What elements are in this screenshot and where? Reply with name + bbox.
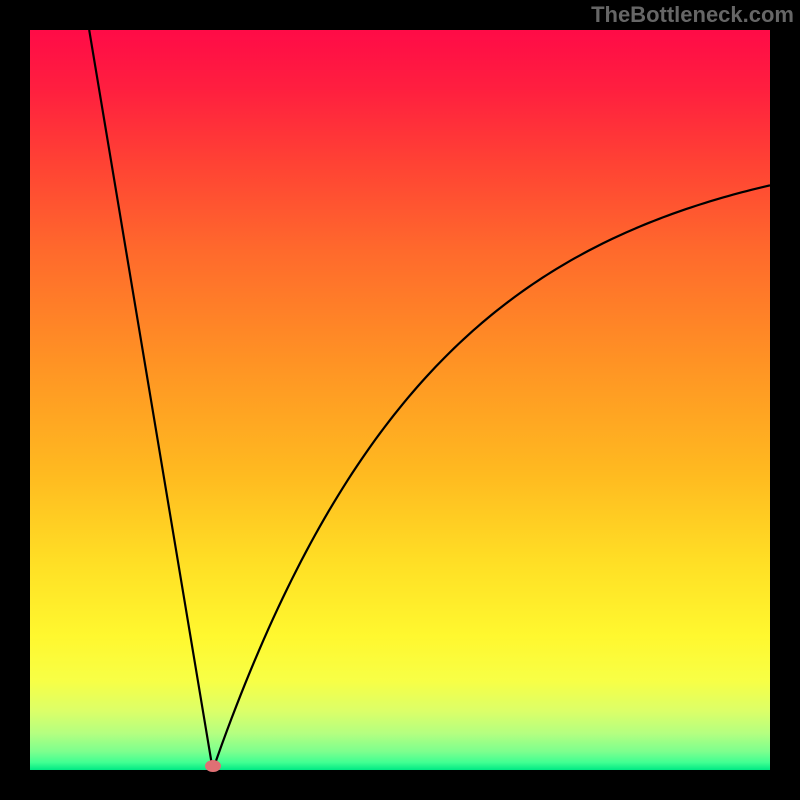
bottleneck-curve [30, 30, 770, 770]
chart-container: TheBottleneck.com [0, 0, 800, 800]
minimum-marker [205, 760, 221, 772]
plot-area [30, 30, 770, 770]
watermark-text: TheBottleneck.com [591, 2, 794, 28]
